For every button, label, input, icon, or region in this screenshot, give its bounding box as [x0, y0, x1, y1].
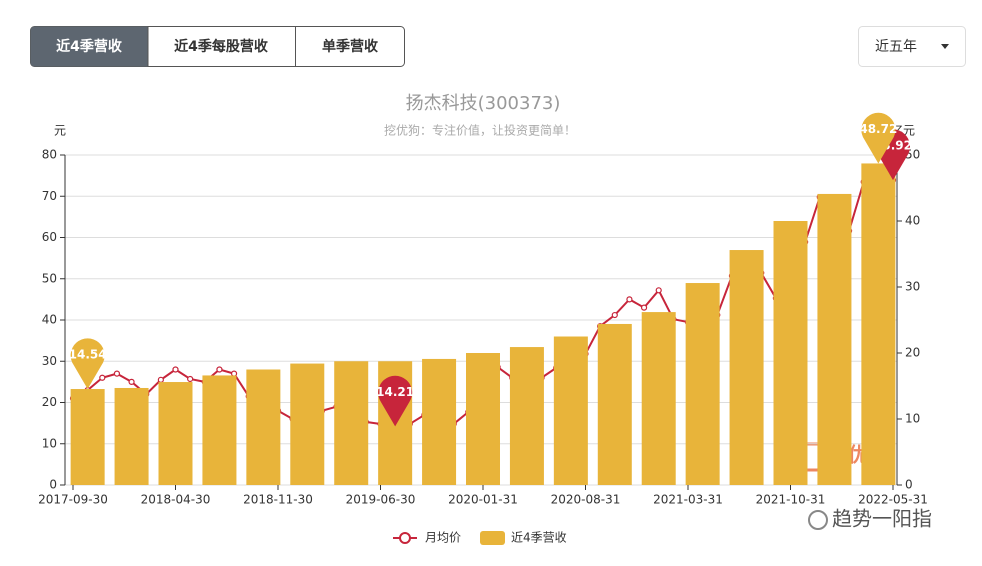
period-select[interactable] [858, 26, 966, 67]
x-tick-label: 2021-03-31 [653, 493, 723, 507]
x-tick-label: 2020-08-31 [551, 493, 621, 507]
dropdown-caret [941, 44, 949, 49]
bar [773, 221, 808, 485]
bar [861, 163, 896, 485]
y2-tick-label: 0 [905, 478, 913, 492]
bar [422, 358, 457, 485]
y-tick-label: 70 [42, 189, 57, 203]
legend-label[interactable]: 近4季营收 [511, 531, 567, 545]
x-tick-label: 2022-05-31 [858, 493, 928, 507]
bar [70, 389, 105, 485]
line-point [626, 296, 633, 303]
y2-tick-label: 20 [905, 346, 920, 360]
bar [334, 361, 369, 485]
y-tick-label: 0 [49, 478, 57, 492]
x-tick-label: 2017-09-30 [38, 493, 108, 507]
extreme-marker-label: 48.72 [859, 122, 897, 136]
bar [553, 336, 588, 485]
legend-symbol [399, 532, 411, 544]
bar [641, 312, 676, 485]
bar [114, 387, 149, 485]
legend-label[interactable]: 月均价 [425, 531, 461, 545]
line-point [611, 311, 618, 319]
line-point [640, 304, 648, 311]
y-tick-label: 50 [42, 271, 57, 285]
bar [290, 363, 325, 485]
bar [246, 369, 281, 485]
extreme-marker [861, 112, 896, 164]
bar [158, 382, 193, 485]
wechat-icon [808, 510, 828, 530]
y-tick-label: 60 [42, 230, 57, 244]
bar [509, 347, 544, 485]
tab-active-bg [30, 26, 148, 67]
signature: 趋势一阳指 [832, 507, 932, 531]
line-point [172, 366, 179, 373]
bar [685, 283, 720, 485]
extreme-marker [378, 375, 413, 427]
x-tick-label: 2018-04-30 [141, 493, 211, 507]
line-point [128, 378, 135, 385]
y-tick-label: 30 [42, 354, 57, 368]
bar [729, 250, 764, 485]
y2-tick-label: 30 [905, 280, 920, 294]
legend-symbol [480, 531, 505, 545]
extreme-marker-label: 14.54 [69, 348, 107, 362]
extreme-marker [70, 338, 105, 390]
y-tick-label: 20 [42, 395, 57, 409]
tab[interactable]: 单季营收 [322, 38, 379, 55]
line-point [230, 370, 238, 377]
y-tick-label: 10 [42, 436, 57, 450]
bar [817, 193, 852, 485]
line-point [99, 374, 106, 381]
x-tick-label: 2020-01-31 [448, 493, 518, 507]
line-point [157, 376, 164, 383]
tab[interactable]: 近4季每股营收 [174, 38, 269, 55]
bar [466, 353, 500, 485]
y2-tick-label: 10 [905, 412, 920, 426]
chart-subtitle: 挖优狗：专注价值，让投资更简单！ [384, 123, 576, 138]
line-point [113, 370, 121, 377]
bar [202, 375, 237, 485]
line-point [655, 287, 662, 294]
x-tick-label: 2019-06-30 [346, 493, 416, 507]
y-tick-label: 80 [42, 148, 57, 162]
extreme-marker-label: 14.21 [376, 385, 414, 399]
y-axis-name: 元 [54, 124, 66, 138]
y2-tick-label: 40 [905, 214, 920, 228]
y-tick-label: 40 [42, 313, 57, 327]
x-tick-label: 2021-10-31 [756, 493, 826, 507]
x-tick-label: 2018-11-30 [243, 493, 313, 507]
line-point [216, 366, 223, 373]
bar [597, 323, 632, 485]
tab[interactable]: 近4季营收 [56, 38, 123, 55]
period-label[interactable]: 近五年 [875, 39, 917, 55]
chart-title: 扬杰科技(300373) [406, 93, 561, 114]
line-point [187, 375, 194, 383]
